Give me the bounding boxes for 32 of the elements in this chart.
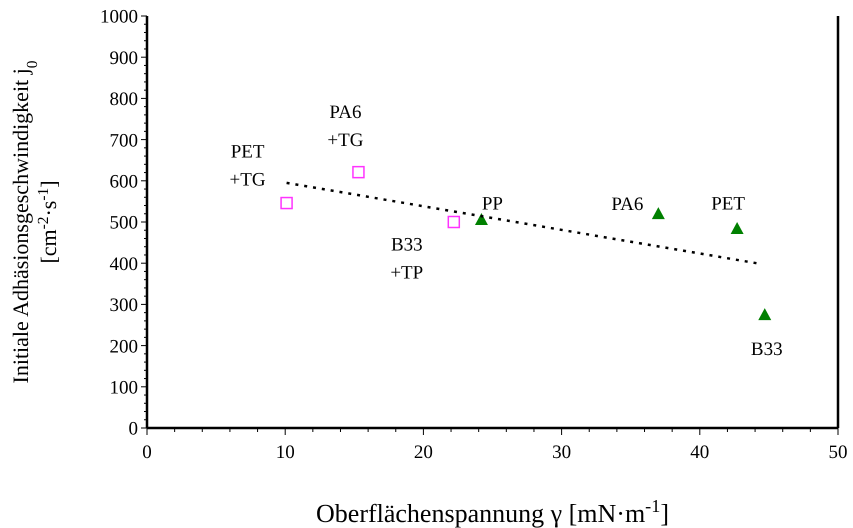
x-tick-label: 10 [276, 442, 295, 463]
point [652, 207, 665, 220]
y-tick-label: 600 [110, 171, 138, 192]
y-tick-label: 200 [110, 336, 138, 358]
y-tick-label: 400 [110, 254, 138, 275]
x-tick-label: 20 [414, 442, 433, 463]
y-tick-label: 100 [110, 377, 138, 398]
x-axis-title: Oberflächenspannung γ [mN·m$^{-1}$] [316, 496, 669, 528]
x-tick-label: 40 [690, 442, 710, 463]
y-tick-label: 900 [110, 48, 138, 69]
y-tick-label: 800 [110, 89, 138, 110]
annotation: PA6 [611, 194, 644, 215]
y-tick-label: 700 [110, 130, 138, 152]
x-tick-label: 0 [142, 442, 152, 463]
point [474, 212, 488, 225]
annotation: B33 +TP [390, 234, 424, 284]
x-tick-label: 30 [552, 442, 572, 463]
x-tick-label: 50 [828, 442, 848, 463]
annotation: PP [482, 194, 504, 215]
annotation: PET +TG [230, 142, 266, 191]
y-tick-label: 500 [110, 212, 138, 234]
point [730, 222, 744, 234]
y-tick-label: 300 [110, 295, 138, 316]
point [758, 308, 772, 320]
y-tick-label: 0 [128, 418, 138, 440]
point [280, 196, 293, 210]
annotation: B33 [750, 338, 783, 360]
point [448, 216, 460, 228]
y-tick-label: 1000 [100, 6, 138, 28]
point [352, 166, 365, 178]
annotation: PA6 +TG [327, 102, 364, 151]
annotation: PET [711, 194, 746, 215]
